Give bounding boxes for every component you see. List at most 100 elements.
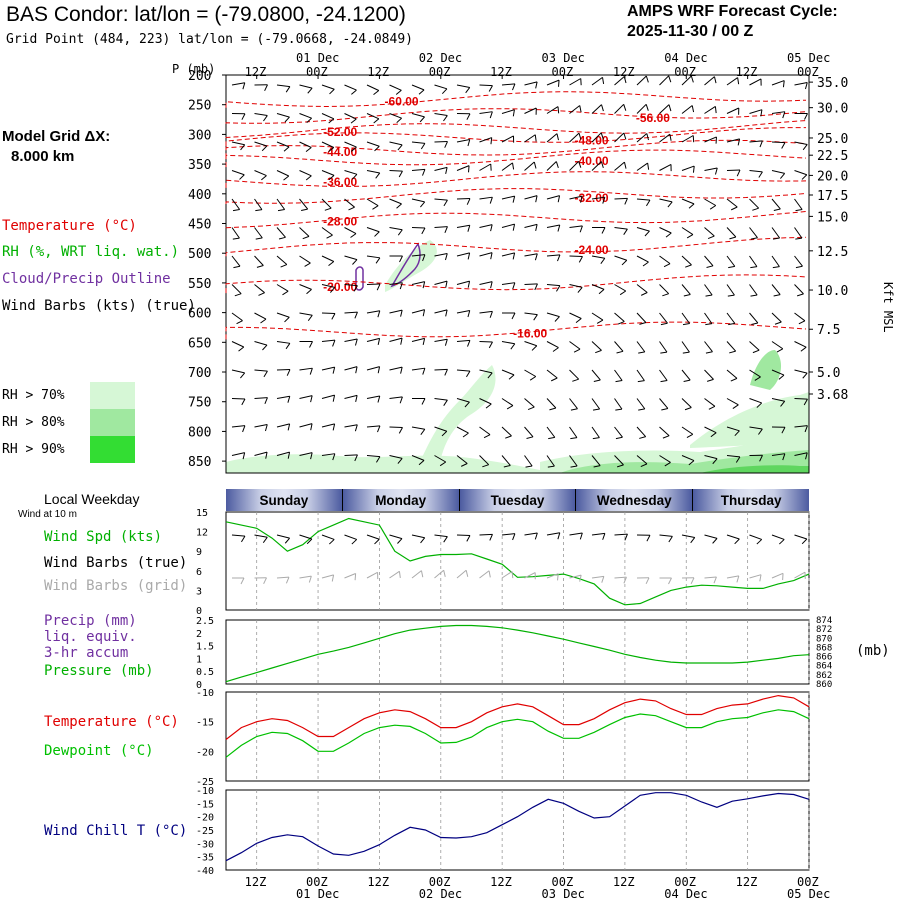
barb-flag <box>796 293 804 297</box>
barb-flag <box>467 310 471 318</box>
barb-flag <box>645 577 650 585</box>
cross-section-wind-barb <box>704 255 714 268</box>
barb-flag <box>466 370 471 378</box>
barb-flag <box>535 81 538 89</box>
surface-wind-barb-grid <box>366 571 379 580</box>
legend-temperature: Temperature (°C) <box>2 218 137 234</box>
barb-flag <box>752 207 759 211</box>
barb-flag <box>263 577 267 585</box>
barb-staff <box>321 84 335 90</box>
forecast-cycle-line1: AMPS WRF Forecast Cycle: <box>627 3 838 20</box>
temp-contour-line <box>225 149 807 168</box>
panel-y-tick-label: 9 <box>196 547 202 558</box>
cross-section-wind-barb <box>389 366 403 374</box>
barb-staff <box>749 227 758 239</box>
barb-flag <box>397 229 403 236</box>
cross-section-wind-barb <box>749 398 763 408</box>
barb-flag <box>375 172 381 179</box>
cross-section-wind-barb <box>276 284 289 296</box>
barb-flag <box>646 199 651 207</box>
barb-flag <box>420 201 426 208</box>
barb-staff <box>366 227 380 233</box>
barb-staff <box>299 395 313 399</box>
barb-staff <box>704 369 714 380</box>
cross-section-wind-barb <box>434 280 448 288</box>
precip-label-3: 3-hr accum <box>44 645 129 661</box>
barb-staff <box>681 255 692 266</box>
cross-section-wind-barb <box>434 426 448 437</box>
temp-contour-line <box>225 171 807 188</box>
cross-section-wind-barb <box>636 426 647 439</box>
barb-flag <box>443 199 448 207</box>
barb-staff <box>704 455 718 460</box>
barb-staff <box>231 425 245 428</box>
barb-flag <box>465 570 469 577</box>
cross-section-wind-barb <box>659 398 669 411</box>
barb-staff <box>411 141 425 144</box>
barb-staff <box>569 284 583 288</box>
top-hour-label: 00Z <box>306 65 328 79</box>
barb-flag <box>332 395 336 402</box>
barb-staff <box>411 455 425 461</box>
forecast-cycle-line2: 2025-11-30 / 00 Z <box>627 23 754 40</box>
barb-flag <box>686 433 694 439</box>
barb-staff <box>794 534 808 540</box>
barb-staff <box>231 198 241 210</box>
barb-flag <box>354 573 357 581</box>
cross-section-wind-barb <box>389 198 402 209</box>
cross-section-wind-barb <box>434 455 447 467</box>
cross-section-wind-barb <box>434 113 448 122</box>
barb-flag <box>512 282 516 290</box>
barb-flag <box>624 198 628 205</box>
surface-wind-barb-true <box>389 534 403 544</box>
barb-flag <box>619 290 627 296</box>
barb-staff <box>366 310 380 314</box>
barb-staff <box>771 341 784 350</box>
cross-section-wind-barb <box>794 425 808 433</box>
barb-staff <box>546 573 559 579</box>
barb-staff <box>749 341 760 351</box>
rh70-label: RH > 70% <box>2 388 65 403</box>
cross-section-wind-barb <box>299 395 313 403</box>
cross-section-wind-barb <box>411 337 426 346</box>
barb-flag <box>669 134 672 141</box>
barb-flag <box>351 173 358 180</box>
barb-flag <box>683 293 691 297</box>
cross-section-wind-barb <box>569 284 583 293</box>
barb-flag <box>489 311 493 318</box>
barb-staff <box>366 366 380 371</box>
wind-chill-label: Wind Chill T (°C) <box>44 823 188 839</box>
surface-wind-barb-true <box>276 534 290 544</box>
bottom-hour-label: 12Z <box>367 875 389 889</box>
cross-section-wind-barb <box>389 227 403 236</box>
barb-staff <box>681 284 691 295</box>
cross-section-wind-barb <box>254 141 268 152</box>
cross-section-wind-barb <box>794 341 807 352</box>
cross-section-wind-barb <box>794 255 803 269</box>
temp-contour-label: -36.00 <box>323 175 357 189</box>
barb-flag <box>242 425 246 433</box>
barb-flag <box>263 115 268 122</box>
surface-wind-barb-grid <box>456 569 469 579</box>
temp-contour-line <box>225 108 807 124</box>
barb-flag <box>305 175 312 181</box>
kft-tick-label: 20.0 <box>817 169 848 184</box>
barb-flag <box>730 377 738 382</box>
cross-section-wind-barb <box>704 76 717 86</box>
cross-section-wind-barb <box>636 455 648 467</box>
barb-staff <box>614 398 623 410</box>
barb-flag <box>399 255 403 263</box>
cross-section-wind-barb <box>524 81 538 89</box>
barb-flag <box>236 320 243 325</box>
barb-staff <box>501 162 513 171</box>
barb-staff <box>749 284 758 296</box>
cross-section-wind-barb <box>771 198 781 212</box>
barb-staff <box>794 312 806 322</box>
pressure-tick-label: 550 <box>188 277 211 292</box>
barb-flag <box>482 464 489 468</box>
top-date-label: 04 Dec <box>664 51 707 65</box>
barb-flag <box>760 78 762 86</box>
barb-flag <box>668 577 672 585</box>
bottom-hour-label: 12Z <box>613 875 635 889</box>
barb-staff <box>501 83 515 86</box>
